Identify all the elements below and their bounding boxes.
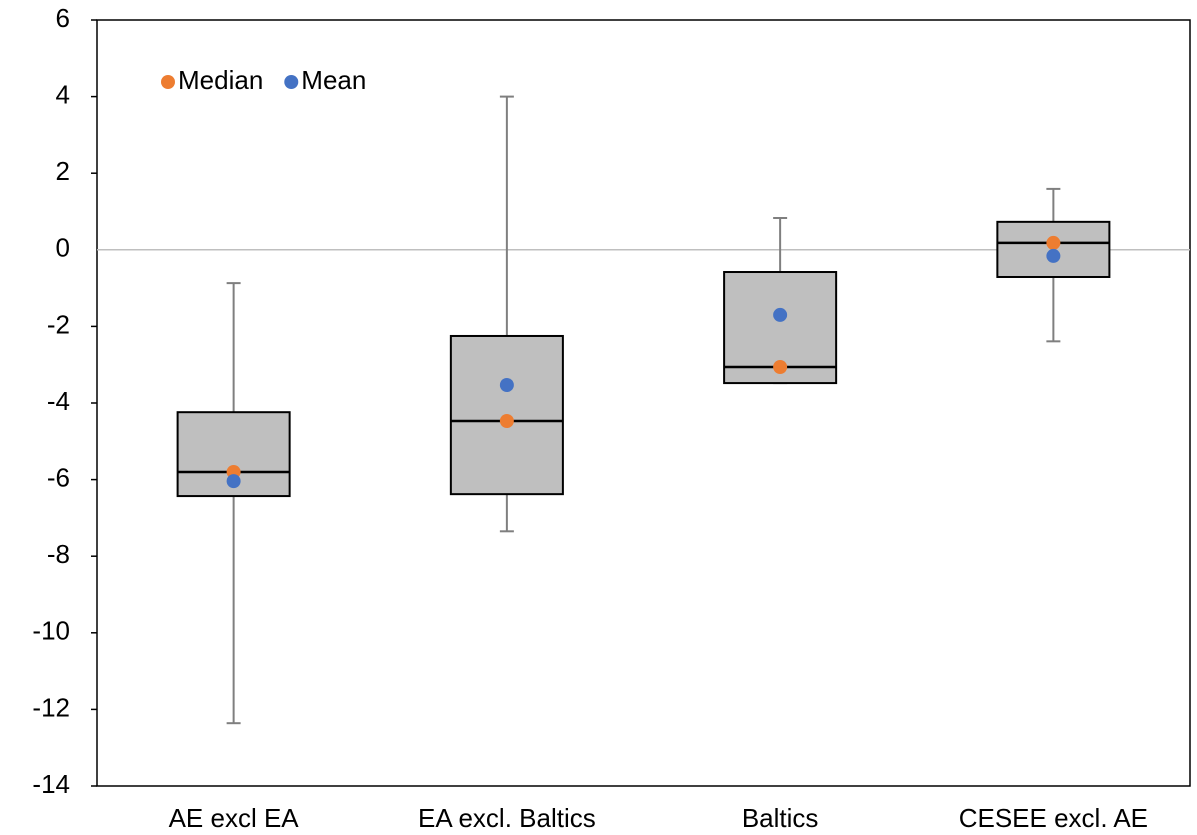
x-tick-label: AE excl EA: [169, 803, 300, 833]
y-tick-label: -2: [47, 309, 70, 339]
x-tick-label: CESEE excl. AE: [959, 803, 1148, 833]
y-tick-label: 6: [56, 3, 70, 33]
y-tick-label: 2: [56, 156, 70, 186]
y-tick-label: -6: [47, 462, 70, 492]
x-tick-label: EA excl. Baltics: [418, 803, 596, 833]
legend-label: Mean: [301, 65, 366, 95]
y-tick-label: -4: [47, 386, 70, 416]
dot: [226, 474, 241, 489]
y-tick-label: -8: [47, 539, 70, 569]
dot: [499, 377, 514, 392]
legend-label: Median: [178, 65, 263, 95]
y-tick-label: 0: [56, 233, 70, 263]
y-tick-label: 4: [56, 79, 70, 109]
dot: [773, 307, 788, 322]
dot: [773, 359, 788, 374]
y-tick-label: -14: [32, 769, 70, 799]
y-tick-label: -12: [32, 692, 70, 722]
legend-marker: [161, 75, 175, 89]
dot: [499, 414, 514, 429]
legend-marker: [284, 75, 299, 89]
plot-area: [96, 19, 1191, 787]
x-tick-label: Baltics: [742, 803, 819, 833]
dot: [1046, 248, 1061, 263]
dot: [1046, 235, 1061, 250]
y-tick-label: -10: [32, 616, 70, 646]
